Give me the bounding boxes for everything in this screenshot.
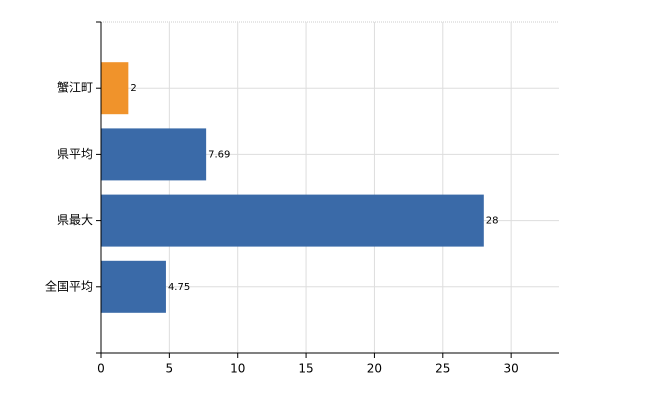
bar [101,260,166,313]
y-tick-label: 蟹江町 [57,80,93,95]
x-tick-label: 30 [504,362,519,376]
y-tick-label: 全国平均 [45,278,93,293]
value-label: 4.75 [168,282,190,293]
value-label: 28 [486,216,499,227]
y-tick-label: 県平均 [57,147,93,161]
x-tick-label: 10 [230,362,245,376]
x-tick-label: 20 [367,362,382,376]
x-tick-label: 15 [298,362,313,376]
value-label: 7.69 [208,149,230,160]
x-tick-label: 5 [166,362,174,376]
y-tick-label: 県最大 [57,213,93,227]
bar [101,62,129,115]
value-label: 2 [130,83,136,94]
x-tick-label: 0 [97,362,105,376]
bar [101,128,207,181]
x-tick-label: 25 [435,362,450,376]
bar [101,194,484,247]
